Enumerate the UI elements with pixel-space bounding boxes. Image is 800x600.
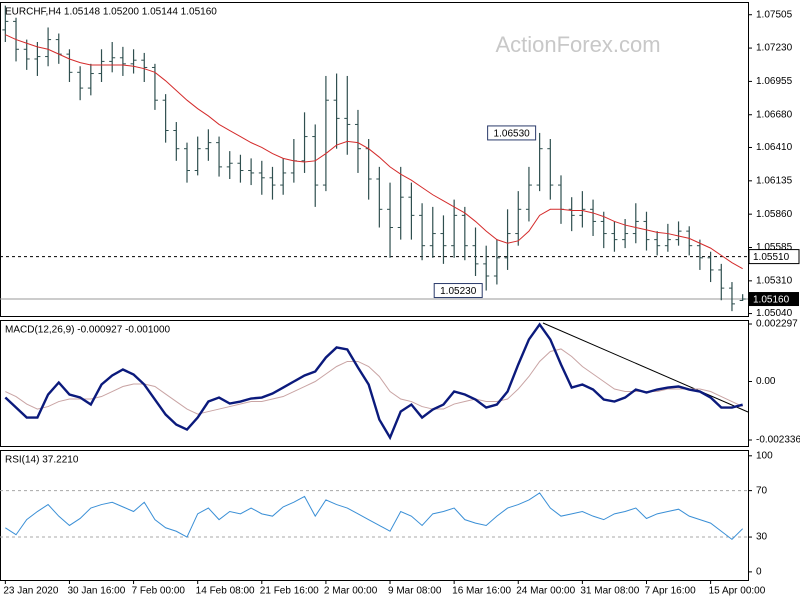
y-tick-label: 1.07505 [756, 9, 793, 20]
watermark: ActionForex.com [495, 32, 660, 57]
x-tick-label: 14 Feb 08:00 [196, 586, 255, 597]
x-tick-label: 9 Mar 08:00 [388, 586, 442, 597]
y-tick-label: 1.07230 [756, 43, 793, 54]
price-label: 1.05160 [753, 295, 790, 306]
annotation-label: 1.06530 [494, 129, 531, 140]
y-tick-label: 0.002297 [756, 319, 798, 330]
x-tick-label: 2 Mar 00:00 [324, 586, 378, 597]
annotation-label: 1.05230 [440, 286, 477, 297]
annotation-box [433, 283, 483, 299]
price-label-box [749, 292, 799, 307]
y-tick-label: 0.00 [756, 376, 776, 387]
y-tick-label: 70 [756, 485, 768, 496]
panel-frame [0, 320, 749, 447]
y-tick-label: 100 [756, 450, 773, 461]
x-tick-label: 7 Feb 00:00 [132, 586, 186, 597]
level-label: 1.05510 [753, 252, 790, 263]
x-tick-label: 16 Mar 16:00 [452, 586, 511, 597]
indicator-line [5, 492, 744, 541]
y-tick-label: 1.05585 [756, 242, 793, 253]
panel-frame [0, 2, 749, 317]
annotation-box [487, 125, 537, 141]
y-tick-label: 1.06680 [756, 109, 793, 120]
y-tick-label: 30 [756, 532, 768, 543]
x-tick-label: 31 Mar 08:00 [580, 586, 639, 597]
y-tick-label: 1.05860 [756, 209, 793, 220]
y-tick-label: 1.06955 [756, 76, 793, 87]
y-tick-label: -0.002336 [756, 435, 800, 446]
x-tick-label: 23 Jan 2020 [3, 586, 58, 597]
moving-average [5, 34, 743, 270]
level-label-box [748, 249, 800, 265]
panel-frame [0, 450, 749, 581]
x-tick-label: 24 Mar 00:00 [516, 586, 575, 597]
indicator-line [5, 348, 743, 415]
trend-line [542, 322, 749, 413]
y-tick-label: 1.06135 [756, 175, 793, 186]
indicator-line [4, 322, 743, 441]
x-tick-label: 7 Apr 16:00 [644, 586, 696, 597]
x-tick-label: 15 Apr 00:00 [709, 586, 766, 597]
panel-title: RSI(14) 37.2210 [5, 455, 79, 466]
y-tick-label: 0 [756, 567, 762, 578]
y-tick-label: 1.05310 [756, 275, 793, 286]
x-tick-label: 30 Jan 16:00 [67, 586, 125, 597]
panel-title: EURCHF,H4 1.05148 1.05200 1.05144 1.0516… [5, 7, 217, 18]
y-tick-label: 1.06410 [756, 142, 793, 153]
panel-title: MACD(12,26,9) -0.000927 -0.001000 [5, 325, 171, 336]
y-tick-label: 1.05040 [756, 308, 793, 319]
x-tick-label: 21 Feb 16:00 [260, 586, 319, 597]
